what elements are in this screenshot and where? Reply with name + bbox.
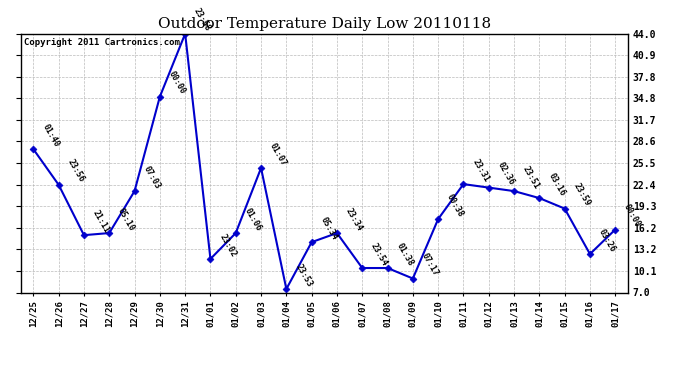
Text: 23:56: 23:56 <box>66 158 86 184</box>
Text: 01:07: 01:07 <box>268 141 288 167</box>
Text: 01:40: 01:40 <box>40 122 61 148</box>
Text: 21:11: 21:11 <box>91 208 111 234</box>
Text: Copyright 2011 Cartronics.com: Copyright 2011 Cartronics.com <box>23 38 179 46</box>
Text: 23:58: 23:58 <box>192 7 213 33</box>
Text: 23:54: 23:54 <box>369 241 389 267</box>
Text: 00:00: 00:00 <box>167 70 187 96</box>
Text: 07:03: 07:03 <box>141 164 161 190</box>
Text: 05:34: 05:34 <box>319 215 339 242</box>
Text: 07:17: 07:17 <box>420 252 440 278</box>
Text: 03:26: 03:26 <box>597 227 617 253</box>
Text: 00:38: 00:38 <box>445 192 465 218</box>
Text: 23:53: 23:53 <box>293 262 313 288</box>
Text: 01:38: 01:38 <box>395 241 415 267</box>
Text: 23:34: 23:34 <box>344 206 364 232</box>
Text: 03:16: 03:16 <box>546 171 566 197</box>
Text: 23:51: 23:51 <box>521 164 541 190</box>
Text: 05:10: 05:10 <box>116 206 137 232</box>
Text: 01:06: 01:06 <box>243 206 263 232</box>
Text: 23:59: 23:59 <box>571 182 592 208</box>
Text: 23:31: 23:31 <box>471 157 491 183</box>
Text: 00:00: 00:00 <box>622 202 642 229</box>
Title: Outdoor Temperature Daily Low 20110118: Outdoor Temperature Daily Low 20110118 <box>158 17 491 31</box>
Text: 02:36: 02:36 <box>495 160 516 187</box>
Text: 23:02: 23:02 <box>217 232 237 258</box>
